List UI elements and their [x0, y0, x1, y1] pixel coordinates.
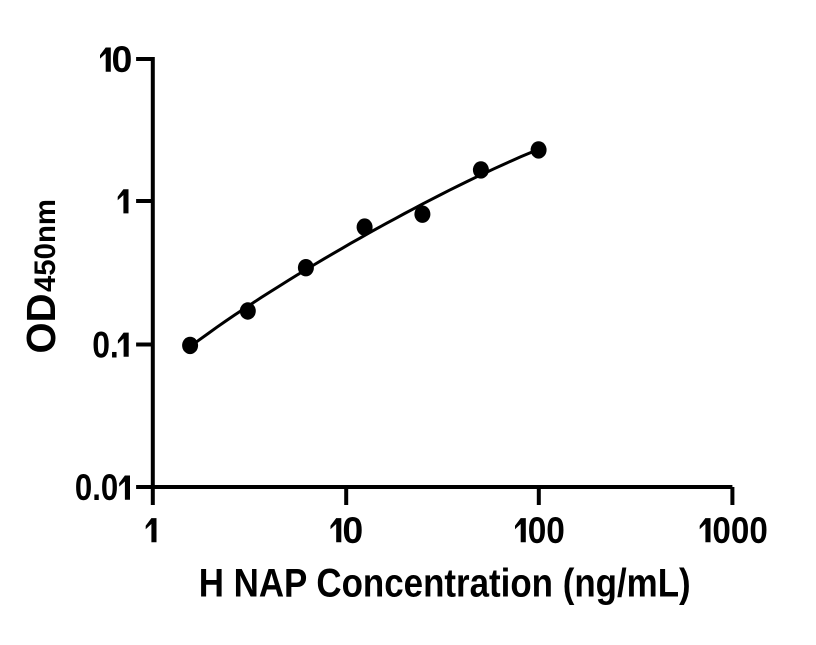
- svg-text:000: 000: [712, 509, 767, 551]
- svg-text:00: 00: [528, 509, 565, 551]
- svg-text:0.: 0.: [92, 323, 119, 365]
- svg-text:0.0: 0.0: [75, 466, 118, 508]
- svg-text:0: 0: [342, 509, 363, 551]
- svg-text:0: 0: [112, 38, 133, 80]
- svg-text:H NAP Concentration (ng/mL): H NAP Concentration (ng/mL): [199, 561, 691, 605]
- svg-text:OD: OD: [18, 294, 64, 354]
- svg-text:450nm: 450nm: [29, 199, 62, 292]
